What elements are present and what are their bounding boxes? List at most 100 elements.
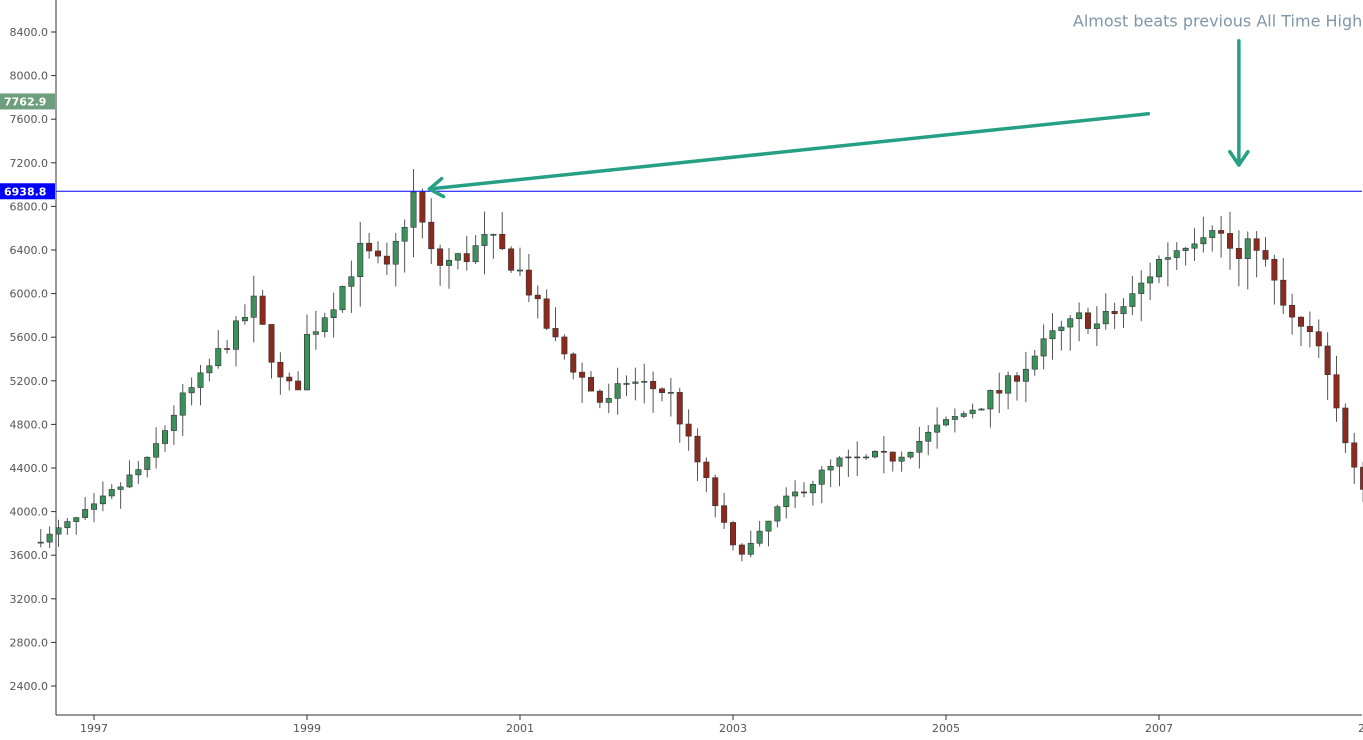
candle-body [1022, 368, 1029, 382]
candle [1031, 349, 1038, 376]
candle-body [428, 221, 435, 250]
candle [357, 221, 364, 307]
candle-body [1209, 230, 1216, 238]
candle-body [197, 372, 204, 388]
x-tick-label: 1999 [293, 722, 321, 735]
candle [516, 247, 523, 277]
annotation: Almost beats previous All Time High [1073, 12, 1362, 167]
candle [312, 310, 319, 350]
candle [197, 364, 204, 406]
x-tick-label: 2001 [506, 722, 534, 735]
price-badge: 7762.9 [0, 93, 55, 110]
candle-body [1191, 243, 1198, 249]
candle [1271, 254, 1278, 305]
candle-body [747, 542, 754, 555]
candle-body [703, 461, 710, 478]
candle-body [729, 522, 736, 546]
candle [224, 339, 231, 354]
candle [1227, 211, 1234, 270]
candle [126, 460, 133, 489]
candle-body [756, 530, 763, 544]
price-badge: 6938.8 [0, 183, 55, 200]
candle-body [321, 317, 328, 332]
candle-body [153, 443, 160, 458]
candle [747, 530, 754, 558]
candle-body [942, 419, 949, 426]
candle [1049, 313, 1056, 360]
candle-body [525, 269, 532, 296]
candle [658, 387, 665, 402]
candle [1218, 215, 1225, 258]
candle-body [1102, 311, 1109, 325]
candle [472, 235, 479, 265]
candle-body [596, 390, 603, 403]
candle [250, 275, 257, 343]
candle-body [99, 495, 106, 505]
candle [445, 248, 452, 289]
candle [1235, 230, 1242, 287]
candle-body [241, 317, 248, 322]
y-tick-label: 6000.0 [10, 288, 49, 301]
candle [366, 232, 373, 259]
candle-body [969, 409, 976, 414]
candle-body [162, 430, 169, 444]
candle [1164, 242, 1171, 287]
candle [1209, 225, 1216, 252]
candle-body [170, 414, 177, 431]
candle [1173, 242, 1180, 270]
candle-body [907, 451, 914, 458]
candle-body [951, 416, 958, 420]
candle [170, 405, 177, 445]
candle [898, 451, 905, 472]
candle-body [1013, 375, 1020, 382]
candle-body [233, 320, 240, 350]
candle-body [1067, 318, 1074, 328]
x-tick-label: 2003 [719, 722, 747, 735]
candle-body [1076, 312, 1083, 319]
candle-body [206, 365, 213, 374]
candle [348, 260, 355, 313]
candle [827, 459, 834, 488]
candle-body [658, 388, 665, 393]
candle-body [64, 521, 71, 529]
candle-body [774, 506, 781, 522]
candle-body [1156, 259, 1163, 278]
candle-body [800, 491, 807, 494]
candle-body [481, 234, 488, 246]
candle-body [410, 191, 417, 228]
candle [818, 466, 825, 504]
candle-body [188, 387, 195, 394]
candle [454, 252, 461, 270]
candle [863, 454, 870, 460]
candle-body [676, 392, 683, 425]
annotation-arrow-head [1228, 150, 1250, 167]
candle [153, 427, 160, 469]
candle-body [1227, 233, 1234, 249]
price-badge-label: 7762.9 [4, 95, 46, 108]
candle [73, 516, 80, 535]
candle [490, 233, 497, 259]
candle [1360, 462, 1363, 503]
candle-body [863, 456, 870, 459]
candle [179, 383, 186, 436]
candle-body [82, 509, 89, 518]
candle [410, 168, 417, 258]
y-tick-label: 7200.0 [10, 157, 49, 170]
candle-body [117, 486, 124, 490]
candle [64, 517, 71, 535]
candle-body [259, 295, 266, 325]
candle [1138, 270, 1145, 322]
candle [978, 408, 985, 411]
candle [614, 367, 621, 415]
candle [1111, 302, 1118, 330]
y-tick-label: 3200.0 [10, 593, 49, 606]
candle-body [889, 451, 896, 462]
candle-body [721, 505, 728, 523]
candle-body [357, 242, 364, 278]
candle [392, 232, 399, 287]
candle-body [73, 517, 80, 522]
candle [162, 425, 169, 452]
candle-body [1298, 316, 1305, 327]
candle-body [126, 474, 133, 488]
candle [792, 480, 799, 509]
